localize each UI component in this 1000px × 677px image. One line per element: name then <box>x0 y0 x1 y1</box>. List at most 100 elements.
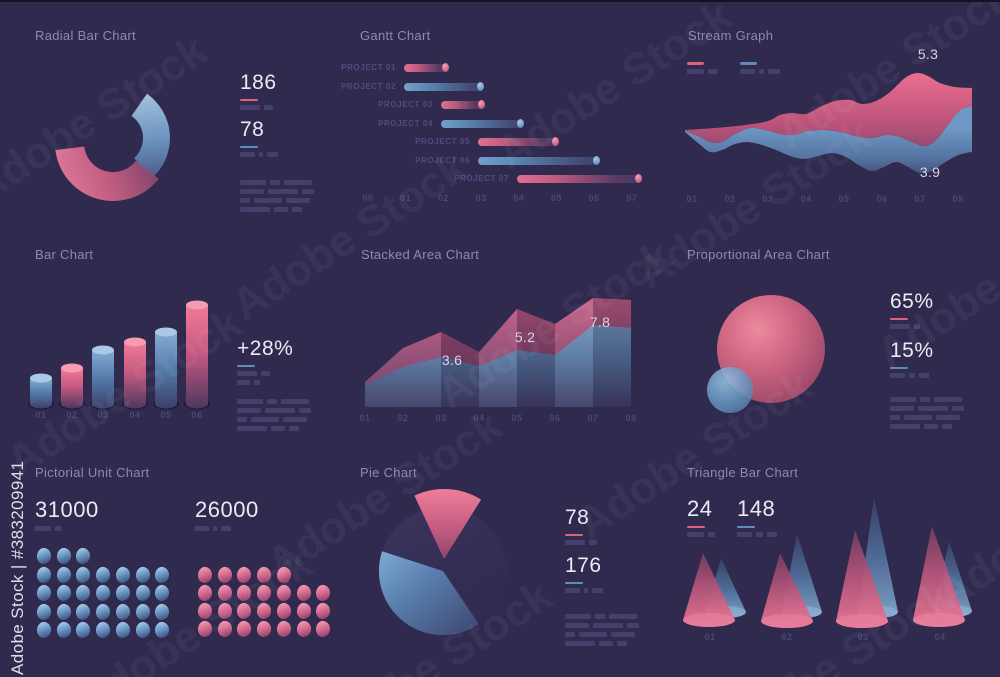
axis-tick: 04 <box>129 410 141 420</box>
placeholder-bar <box>284 180 312 185</box>
stat-value: 148 <box>737 496 776 521</box>
stat-underline <box>687 526 705 528</box>
placeholder-bar <box>237 426 267 431</box>
axis-tick: 05 <box>160 410 172 420</box>
unit-dot-pink <box>255 583 273 603</box>
placeholder-bar <box>584 588 588 593</box>
axis-tick: 02 <box>724 194 736 204</box>
panel-title: Gantt Chart <box>360 28 431 43</box>
stat-underline <box>565 582 583 584</box>
placeholder-row <box>687 532 715 537</box>
placeholder-bar <box>281 399 309 404</box>
unit-dot-pink <box>275 619 293 639</box>
placeholder-bar <box>565 540 585 545</box>
bar-top-face <box>30 373 52 383</box>
unit-dot-pink <box>196 619 214 639</box>
placeholder-row <box>687 69 717 74</box>
stat-block: 78 <box>565 507 597 545</box>
triangle-axis: 01 02 03 04 <box>670 450 1000 677</box>
axis-tick: 07 <box>587 413 599 423</box>
placeholder-bar <box>890 397 916 402</box>
cylinder-bar-pink <box>124 342 146 409</box>
stat-value: 78 <box>240 118 265 141</box>
stat-block: 65% <box>890 291 934 329</box>
unit-dot-pink <box>295 601 312 621</box>
placeholder-row <box>240 152 278 157</box>
unit-dot-pink <box>236 565 253 585</box>
unit-dot-pink <box>314 601 332 621</box>
placeholder-bar <box>267 399 277 404</box>
axis-tick: 03 <box>435 413 447 423</box>
axis-tick: 00 <box>362 193 374 203</box>
placeholder-bar <box>55 526 61 531</box>
legend-swatch <box>687 62 704 65</box>
axis-tick: 08 <box>952 194 964 204</box>
placeholder-row <box>240 198 314 203</box>
cylinder-bar-blue <box>92 350 114 409</box>
cone-base <box>683 613 735 627</box>
axis-tick: 03 <box>475 193 487 203</box>
placeholder-paragraph <box>237 395 311 431</box>
gantt-bar <box>441 100 485 109</box>
unit-dot-pink <box>196 601 214 621</box>
unit-dot-pink <box>216 619 233 639</box>
placeholder-bar <box>240 189 264 194</box>
legend-swatch <box>740 62 757 65</box>
radial-bar-chart-graphic <box>55 93 170 202</box>
placeholder-bar <box>565 614 591 619</box>
pie-chart-graphic <box>378 489 507 636</box>
placeholder-bar <box>740 69 755 74</box>
unit-dot-pink <box>196 583 214 603</box>
stat-underline <box>565 534 583 536</box>
axis-tick: 03 <box>97 410 109 420</box>
axis-tick: 04 <box>934 632 946 642</box>
placeholder-bar <box>904 415 932 420</box>
stat-underline <box>890 367 908 369</box>
placeholder-bar <box>286 198 310 203</box>
placeholder-bar <box>565 588 580 593</box>
axis-tick: 02 <box>397 413 409 423</box>
placeholder-bar <box>268 189 298 194</box>
stat-value: 65% <box>890 290 934 313</box>
placeholder-bar <box>768 69 780 74</box>
panel-title: Stacked Area Chart <box>361 247 480 262</box>
placeholder-bar <box>934 397 962 402</box>
placeholder-bar <box>759 69 764 74</box>
stat-value: 31000 <box>35 497 99 522</box>
placeholder-row <box>240 189 314 194</box>
placeholder-bar <box>240 198 250 203</box>
radial-arc-blue <box>131 93 170 179</box>
placeholder-row <box>240 207 314 212</box>
gantt-bar <box>404 82 484 91</box>
stat-underline <box>237 365 255 367</box>
stacked-facet <box>517 350 555 407</box>
placeholder-row <box>890 424 964 429</box>
placeholder-bar <box>292 207 302 212</box>
gantt-bar-cap <box>477 82 484 91</box>
area-circle-blue <box>707 367 753 413</box>
legend-item-blue <box>740 62 780 74</box>
placeholder-bar <box>270 180 280 185</box>
axis-tick: 03 <box>857 632 869 642</box>
stat-block: +28% <box>237 338 293 385</box>
stacked-layer-blue <box>365 325 631 407</box>
placeholder-bar <box>617 641 627 646</box>
placeholder-row <box>240 105 277 110</box>
placeholder-row <box>890 373 934 378</box>
placeholder-bar <box>240 105 260 110</box>
axis-tick: 06 <box>588 193 600 203</box>
placeholder-row <box>890 415 964 420</box>
triangle-bar-graphic <box>683 497 972 628</box>
placeholder-bar <box>237 417 247 422</box>
panel-title: Bar Chart <box>35 247 94 262</box>
cone-base <box>761 614 813 628</box>
stream-graph-graphic <box>685 72 972 174</box>
bar-top-face <box>61 363 83 373</box>
placeholder-bar <box>687 532 704 537</box>
stream-layer-blue <box>685 106 972 174</box>
cone-base <box>913 613 965 627</box>
radial-arc-pink <box>55 146 159 202</box>
stacked-facet <box>365 367 403 407</box>
cone-base <box>836 614 888 628</box>
placeholder-row <box>237 399 311 404</box>
